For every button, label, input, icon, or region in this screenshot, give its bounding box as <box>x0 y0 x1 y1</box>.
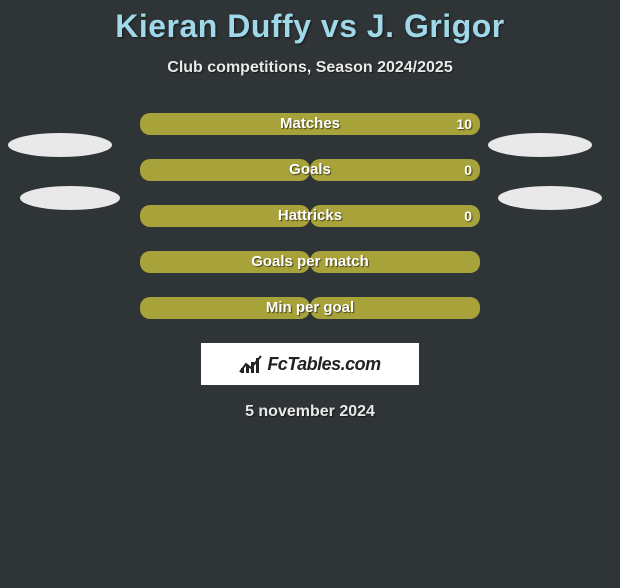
stat-label: Goals per match <box>140 251 480 273</box>
stat-row: Matches10 <box>0 113 620 135</box>
stat-row: Min per goal <box>0 297 620 319</box>
stat-value-right: 0 <box>140 205 472 227</box>
stat-row: Goals0 <box>0 159 620 181</box>
logo-box: FcTables.com <box>201 343 419 385</box>
logo-text: FcTables.com <box>267 354 380 375</box>
subtitle: Club competitions, Season 2024/2025 <box>0 59 620 77</box>
stat-value-right: 10 <box>140 113 472 135</box>
date-text: 5 november 2024 <box>0 403 620 421</box>
comparison-chart: Matches10 Goals0 Hattricks0 Goals per match… <box>0 113 620 319</box>
stat-row: Hattricks0 <box>0 205 620 227</box>
stat-label: Min per goal <box>140 297 480 319</box>
chart-icon <box>239 354 263 374</box>
page-title: Kieran Duffy vs J. Grigor <box>0 8 620 45</box>
stat-row: Goals per match <box>0 251 620 273</box>
stat-value-right: 0 <box>140 159 472 181</box>
